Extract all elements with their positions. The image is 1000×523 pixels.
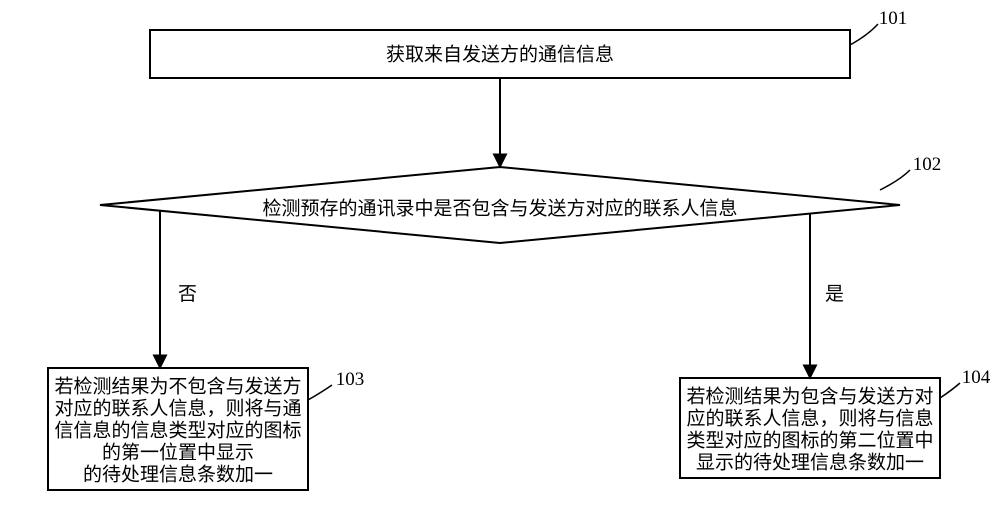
node-101-text: 获取来自发送方的通信信息 xyxy=(386,43,614,65)
edge-102-104: 是 xyxy=(810,214,844,378)
label-102-text: 102 xyxy=(913,154,942,175)
label-101-text: 101 xyxy=(879,8,908,29)
node-104-line4: 显示的待处理信息条数加一 xyxy=(696,451,924,473)
node-103: 若检测结果为不包含与发送方 对应的联系人信息，则将与通 信信息的信息类型对应的图… xyxy=(48,368,308,490)
label-103: 103 xyxy=(308,369,364,400)
label-104: 104 xyxy=(940,367,991,398)
node-102: 检测预存的通讯录中是否包含与发送方对应的联系人信息 xyxy=(100,167,900,243)
node-103-line5: 的待处理信息条数加一 xyxy=(83,463,273,485)
label-104-text: 104 xyxy=(962,367,991,388)
node-103-line3: 信信息的信息类型对应的图标 xyxy=(54,419,301,441)
edge-102-104-label: 是 xyxy=(825,284,844,305)
node-104: 若检测结果为包含与发送方对 应的联系人信息，则将与信息 类型对应的图标的第二位置… xyxy=(680,378,940,478)
flowchart-canvas: 获取来自发送方的通信信息 101 检测预存的通讯录中是否包含与发送方对应的联系人… xyxy=(0,0,1000,523)
node-102-text: 检测预存的通讯录中是否包含与发送方对应的联系人信息 xyxy=(262,197,737,219)
node-104-line1: 若检测结果为包含与发送方对 xyxy=(686,385,933,407)
node-103-line2: 对应的联系人信息，则将与通 xyxy=(54,397,301,419)
node-103-line4: 的第一位置中显示 xyxy=(102,441,254,463)
label-103-text: 103 xyxy=(336,369,365,390)
edge-102-103-label: 否 xyxy=(178,284,197,305)
node-104-line3: 类型对应的图标的第二位置中 xyxy=(686,429,933,451)
label-101: 101 xyxy=(850,8,907,45)
node-101: 获取来自发送方的通信信息 xyxy=(150,30,850,78)
node-104-line2: 应的联系人信息，则将与信息 xyxy=(686,407,933,429)
label-102: 102 xyxy=(880,154,941,190)
edge-102-103: 否 xyxy=(160,211,197,368)
node-103-line1: 若检测结果为不包含与发送方 xyxy=(54,375,301,397)
